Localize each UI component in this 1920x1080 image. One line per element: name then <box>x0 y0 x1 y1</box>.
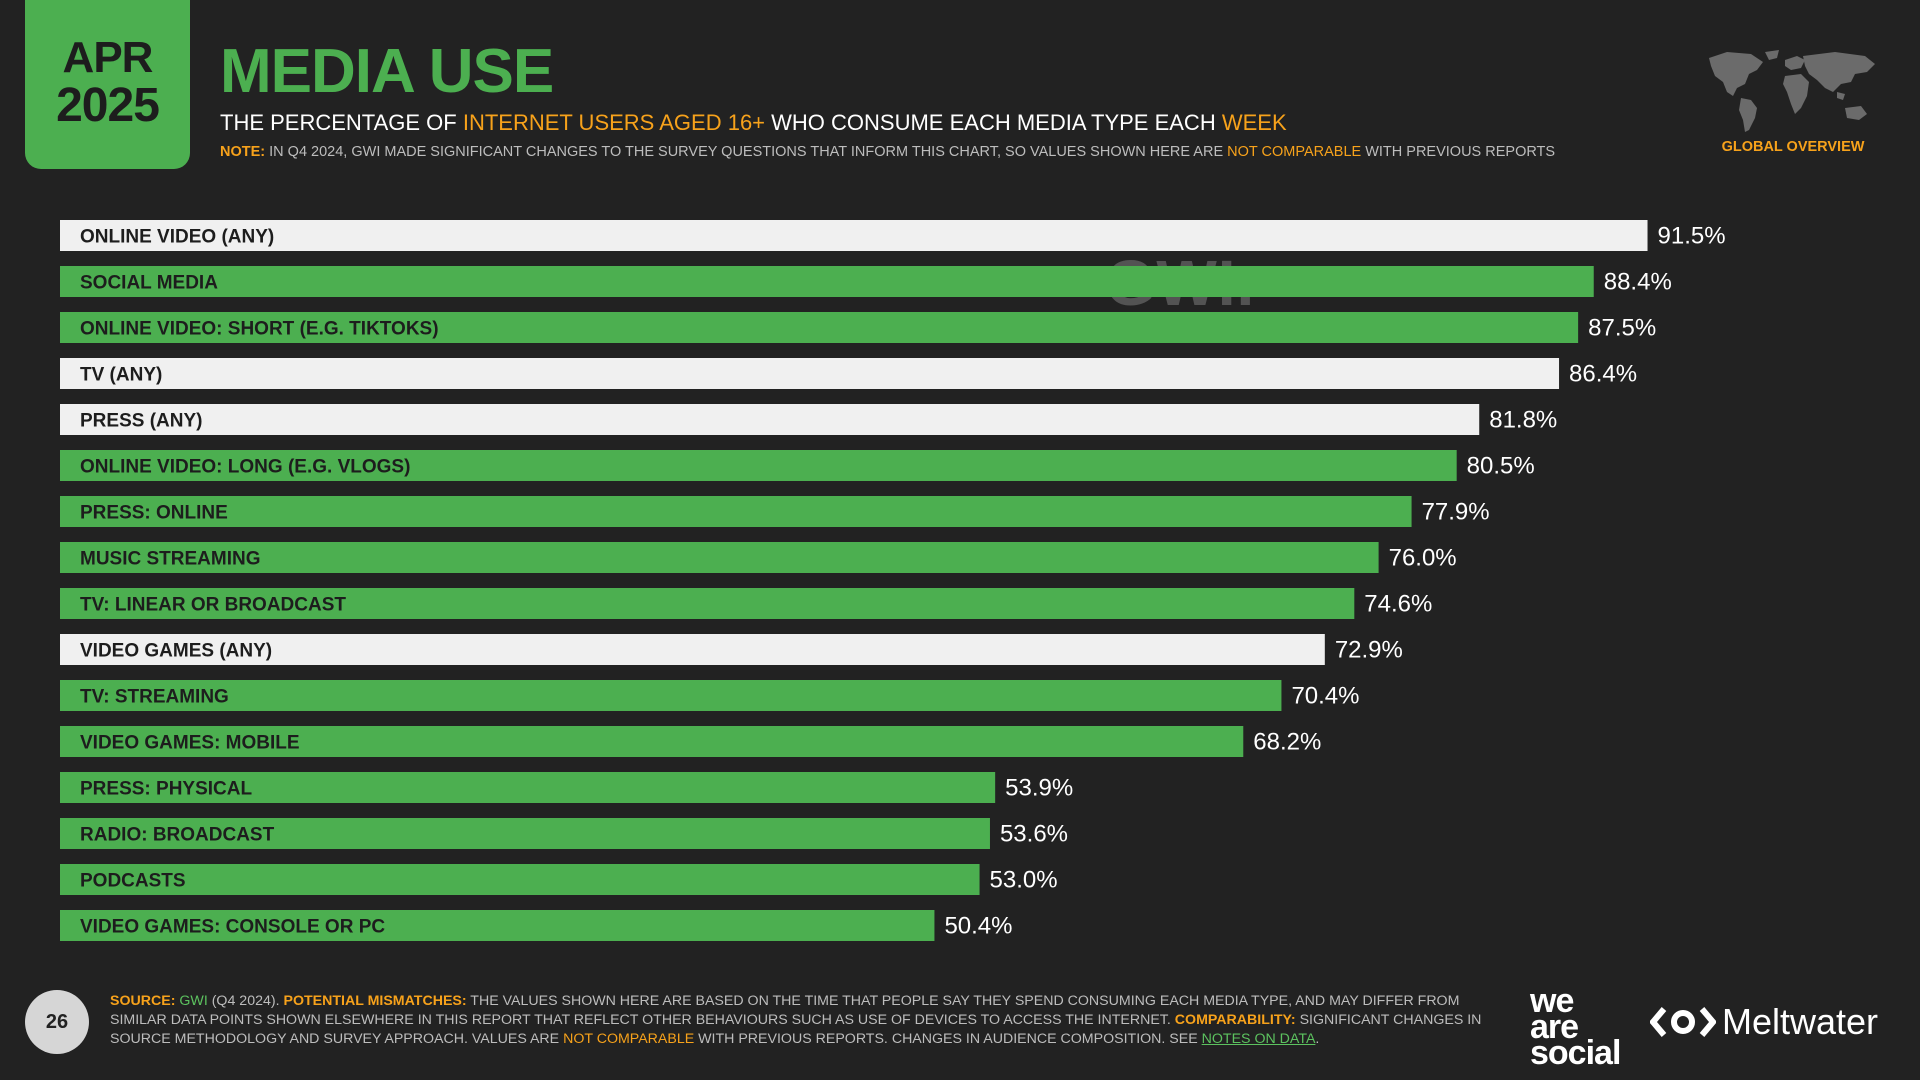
bar <box>60 220 1648 251</box>
category-label: PODCASTS <box>80 871 186 892</box>
source-text: . <box>1315 1031 1320 1047</box>
bar <box>60 726 1244 757</box>
note-label: NOTE: <box>220 144 266 160</box>
bar <box>60 910 935 941</box>
value-label: 53.6% <box>1000 821 1068 848</box>
logo-line: social <box>1530 1034 1621 1072</box>
bar <box>60 680 1282 711</box>
meltwater-text: Meltwater <box>1722 1001 1879 1042</box>
report-month: APR <box>62 32 154 82</box>
note-text: IN Q4 2024, GWI MADE SIGNIFICANT CHANGES… <box>265 144 1228 160</box>
subtitle-part: WHO CONSUME EACH MEDIA TYPE EACH <box>765 110 1222 135</box>
meltwater-mark-icon <box>1650 1007 1716 1037</box>
category-label: ONLINE VIDEO: SHORT (E.G. TIKTOKS) <box>80 319 439 340</box>
category-label: TV: STREAMING <box>80 687 229 708</box>
source-highlight: NOT COMPARABLE <box>563 1031 695 1047</box>
category-label: ONLINE VIDEO: LONG (E.G. VLOGS) <box>80 457 410 478</box>
comparability-label: COMPARABILITY: <box>1174 1012 1296 1028</box>
bar <box>60 634 1325 665</box>
source-label: SOURCE: <box>110 993 176 1009</box>
value-label: 74.6% <box>1364 591 1432 618</box>
chart-subtitle: THE PERCENTAGE OF INTERNET USERS AGED 16… <box>220 110 1287 136</box>
page-number-badge: 26 <box>25 990 89 1054</box>
bar <box>60 772 996 803</box>
subtitle-highlight: WEEK <box>1221 110 1287 135</box>
value-label: 50.4% <box>944 913 1012 940</box>
note-text: WITH PREVIOUS REPORTS <box>1361 144 1556 160</box>
bar <box>60 450 1457 481</box>
meltwater-logo: Meltwater <box>1650 1001 1878 1043</box>
mismatch-label: POTENTIAL MISMATCHES: <box>283 993 467 1009</box>
value-label: 68.2% <box>1253 729 1321 756</box>
category-label: TV (ANY) <box>80 365 162 386</box>
report-date-tab: APR 2025 <box>25 0 190 169</box>
category-label: MUSIC STREAMING <box>80 549 261 570</box>
source-value: GWI <box>179 993 208 1009</box>
value-label: 70.4% <box>1291 683 1359 710</box>
value-label: 81.8% <box>1489 407 1557 434</box>
bar <box>60 358 1560 389</box>
source-footnote: SOURCE: GWI (Q4 2024). POTENTIAL MISMATC… <box>110 992 1505 1049</box>
bar <box>60 588 1355 619</box>
subtitle-highlight: INTERNET USERS AGED 16+ <box>462 110 766 135</box>
source-text: THE VALUES SHOWN HERE ARE BASED ON THE T… <box>110 993 1460 1028</box>
we-are-social-logo: we are social <box>1530 982 1621 1072</box>
bar <box>60 542 1379 573</box>
category-label: VIDEO GAMES: CONSOLE OR PC <box>80 917 385 938</box>
world-map-icon <box>1709 50 1875 132</box>
value-label: 53.0% <box>990 867 1058 894</box>
value-label: 77.9% <box>1422 499 1490 526</box>
note-highlight: NOT COMPARABLE <box>1227 144 1362 160</box>
category-label: TV: LINEAR OR BROADCAST <box>80 595 346 616</box>
category-label: ONLINE VIDEO (ANY) <box>80 227 274 248</box>
source-text: SIGNIFICANT CHANGES IN SOURCE METHODOLOG… <box>110 1012 1482 1047</box>
category-label: VIDEO GAMES: MOBILE <box>80 733 300 754</box>
category-label: PRESS: PHYSICAL <box>80 779 252 800</box>
source-text: WITH PREVIOUS REPORTS. CHANGES IN AUDIEN… <box>694 1031 1202 1047</box>
value-label: 80.5% <box>1467 453 1535 480</box>
source-text: (Q4 2024). <box>207 993 284 1009</box>
value-label: 88.4% <box>1604 269 1672 296</box>
value-label: 87.5% <box>1588 315 1656 342</box>
bar <box>60 818 990 849</box>
category-label: VIDEO GAMES (ANY) <box>80 641 272 662</box>
subtitle-part: THE PERCENTAGE OF <box>220 110 463 135</box>
report-year: 2025 <box>56 78 160 132</box>
category-label: PRESS: ONLINE <box>80 503 228 524</box>
logo-line: are <box>1530 1008 1579 1046</box>
value-label: 76.0% <box>1389 545 1457 572</box>
page-title: MEDIA USE <box>220 37 554 106</box>
category-label: SOCIAL MEDIA <box>80 273 218 294</box>
bar <box>60 496 1412 527</box>
region-label: GLOBAL OVERVIEW <box>1721 139 1865 155</box>
logo-line: we <box>1530 982 1574 1020</box>
bar <box>60 312 1579 343</box>
value-label: 72.9% <box>1335 637 1403 664</box>
bar <box>60 266 1594 297</box>
value-label: 53.9% <box>1005 775 1073 802</box>
category-label: PRESS (ANY) <box>80 411 202 432</box>
value-label: 91.5% <box>1658 223 1726 250</box>
value-label: 86.4% <box>1569 361 1637 388</box>
chart-note: NOTE: IN Q4 2024, GWI MADE SIGNIFICANT C… <box>220 144 1555 160</box>
category-label: RADIO: BROADCAST <box>80 825 275 846</box>
bar <box>60 864 980 895</box>
notes-on-data-link[interactable]: NOTES ON DATA <box>1201 1031 1316 1047</box>
bar <box>60 404 1480 435</box>
